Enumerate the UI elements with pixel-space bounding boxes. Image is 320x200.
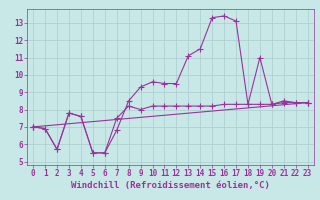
X-axis label: Windchill (Refroidissement éolien,°C): Windchill (Refroidissement éolien,°C)	[71, 181, 270, 190]
